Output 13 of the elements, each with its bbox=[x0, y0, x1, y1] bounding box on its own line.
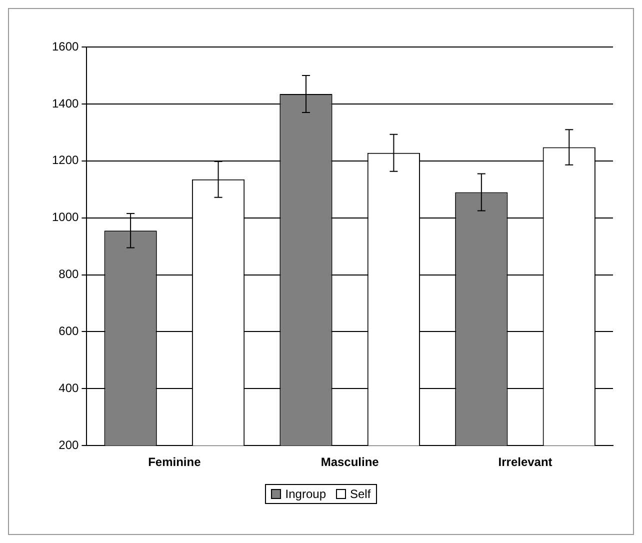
y-tick-label: 200 bbox=[58, 438, 80, 452]
y-tick-label: 600 bbox=[58, 324, 80, 338]
legend-label: Ingroup bbox=[285, 487, 326, 501]
y-tick-label: 400 bbox=[58, 380, 80, 395]
x-tick-label: Irrelevant bbox=[498, 455, 552, 470]
y-tick-label: 1200 bbox=[52, 153, 80, 168]
y-tick-label: 800 bbox=[58, 267, 80, 282]
y-tick-label: 1400 bbox=[52, 96, 80, 110]
y-tick-label: 1600 bbox=[52, 39, 80, 54]
x-tick-label: Masculine bbox=[320, 455, 380, 470]
x-tick-label: Feminine bbox=[148, 455, 202, 470]
y-tick-label: 1000 bbox=[52, 210, 80, 224]
series-label: Self bbox=[350, 487, 371, 501]
